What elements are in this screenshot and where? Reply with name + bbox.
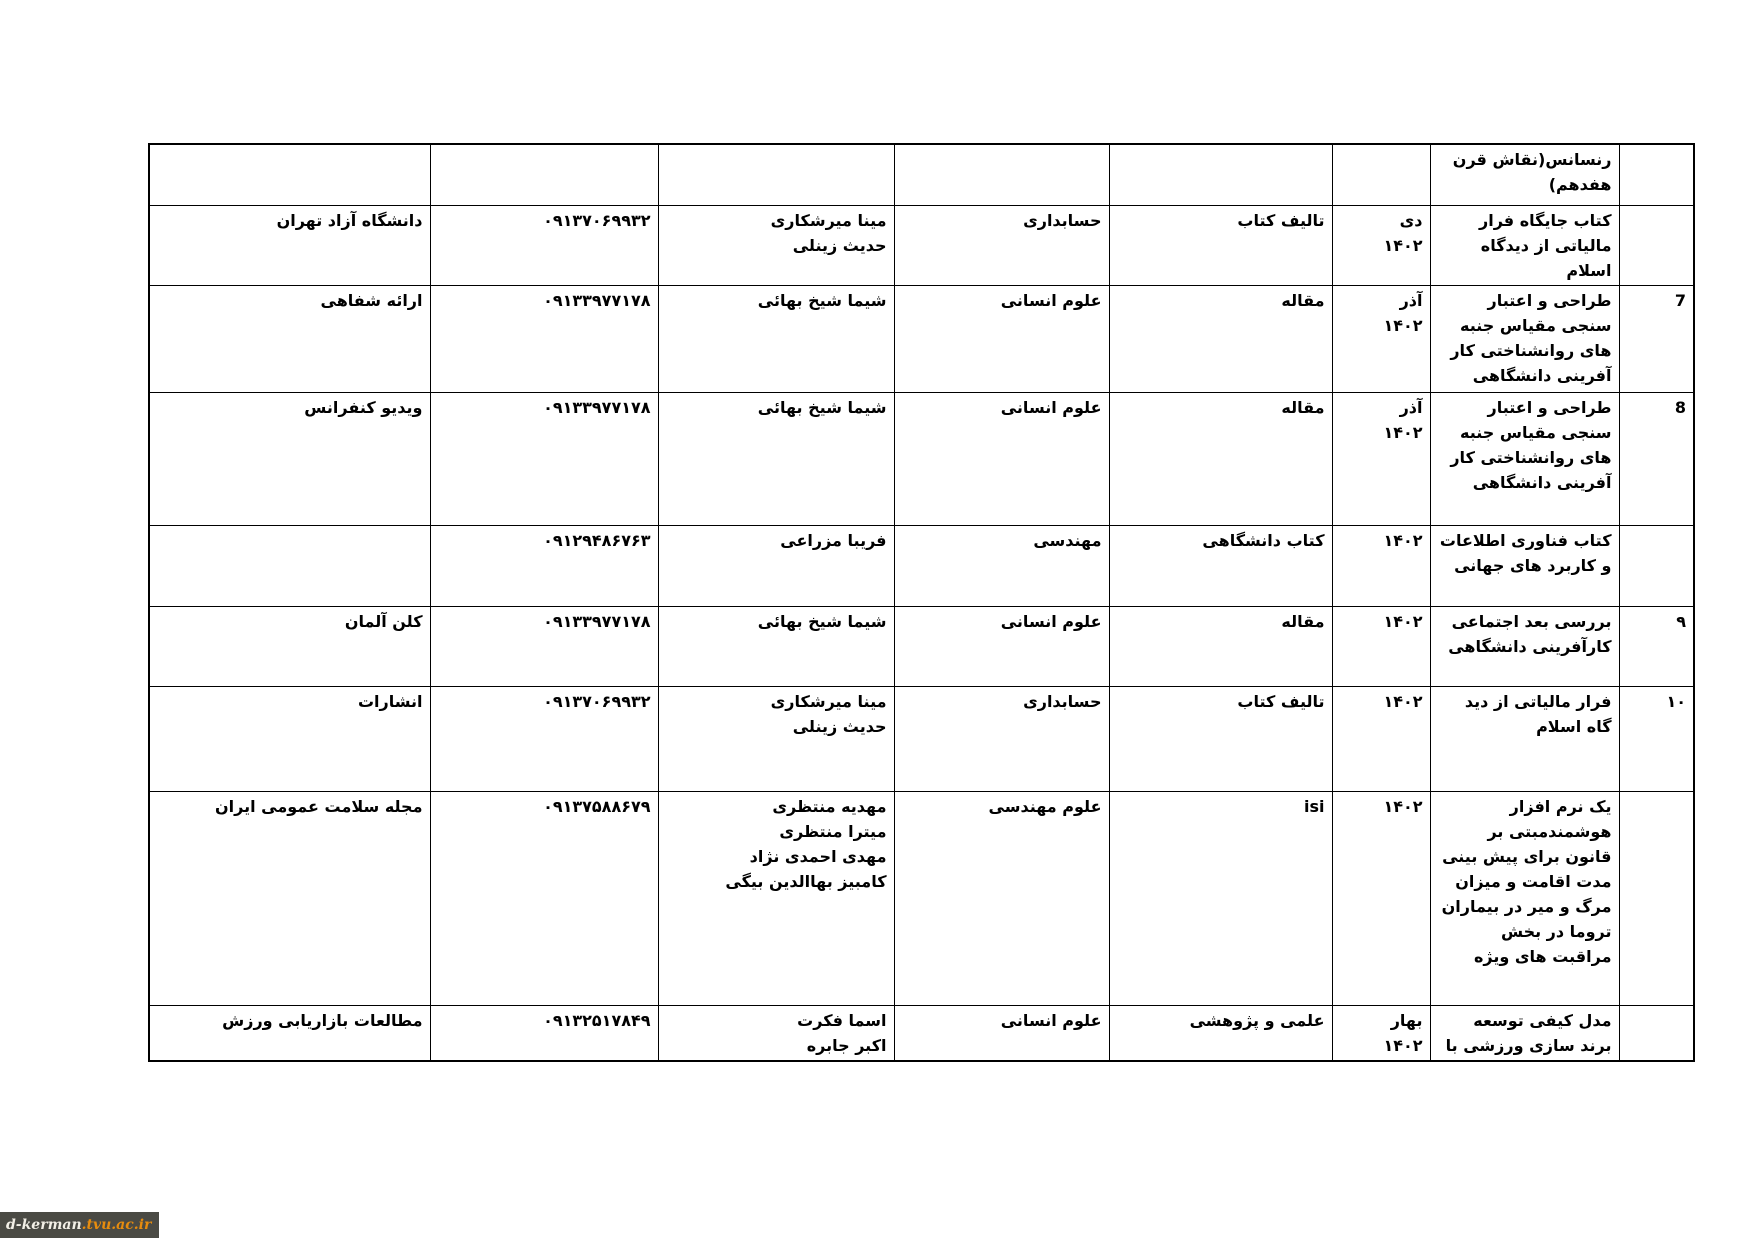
cell-row-number: ۱۰ xyxy=(1618,685,1695,792)
cell-field: علوم مهندسی xyxy=(893,790,1110,1006)
cell-venue: مطالعات بازاریابی ورزش xyxy=(148,1004,431,1061)
cell-phone: ۰۹۱۳۷۵۸۸۶۷۹ xyxy=(429,790,659,1006)
cell-type: isi xyxy=(1108,790,1333,1006)
cell-field: علوم انسانی xyxy=(893,605,1110,687)
cell-authors: شیما شیخ بهائی xyxy=(657,605,895,687)
cell-authors: شیما شیخ بهائی xyxy=(657,284,895,393)
cell-date: آذر ۱۴۰۲ xyxy=(1331,284,1431,393)
cell-phone: ۰۹۱۳۲۵۱۷۸۴۹ xyxy=(429,1004,659,1061)
cell-field xyxy=(893,143,1110,206)
cell-date: ۱۴۰۲ xyxy=(1331,685,1431,792)
cell-type: مقاله xyxy=(1108,391,1333,526)
cell-authors: مینا میرشکاری حدیث زینلی xyxy=(657,685,895,792)
cell-title: طراحی و اعتبار سنجی مقیاس جنبه های روانش… xyxy=(1429,284,1620,393)
cell-authors: اسما فکرت اکبر جابره xyxy=(657,1004,895,1061)
site-watermark-badge: d-kerman .tvu.ac.ir xyxy=(0,1212,160,1238)
publications-table: رنسانس(نقاش قرن هفدهم) کتاب جایگاه فرار … xyxy=(148,143,1695,1062)
cell-authors: شیما شیخ بهائی xyxy=(657,391,895,526)
cell-field: علوم انسانی xyxy=(893,1004,1110,1061)
cell-row-number: 8 xyxy=(1618,391,1695,526)
cell-row-number xyxy=(1618,204,1695,286)
cell-title: یک نرم افزار هوشمندمبتی بر قانون برای پی… xyxy=(1429,790,1620,1006)
cell-row-number: 7 xyxy=(1618,284,1695,393)
cell-date: بهار ۱۴۰۲ xyxy=(1331,1004,1431,1061)
cell-phone: ۰۹۱۳۳۹۷۷۱۷۸ xyxy=(429,605,659,687)
cell-type: تالیف کتاب xyxy=(1108,685,1333,792)
cell-title: مدل کیفی توسعه برند سازی ورزشی با xyxy=(1429,1004,1620,1061)
table-row: یک نرم افزار هوشمندمبتی بر قانون برای پی… xyxy=(148,790,1695,1006)
cell-phone: ۰۹۱۳۳۹۷۷۱۷۸ xyxy=(429,391,659,526)
cell-venue: دانشگاه آزاد تهران xyxy=(148,204,431,286)
cell-phone xyxy=(429,143,659,206)
cell-field: علوم انسانی xyxy=(893,284,1110,393)
cell-date: ۱۴۰۲ xyxy=(1331,524,1431,607)
cell-date: دی ۱۴۰۲ xyxy=(1331,204,1431,286)
cell-phone: ۰۹۱۲۹۴۸۶۷۶۳ xyxy=(429,524,659,607)
cell-field: حسابداری xyxy=(893,685,1110,792)
table-row: کتاب جایگاه فرار مالیاتی از دیدگاه اسلام… xyxy=(148,204,1695,286)
cell-title: طراحی و اعتبار سنجی مقیاس جنبه های روانش… xyxy=(1429,391,1620,526)
cell-field: مهندسی xyxy=(893,524,1110,607)
cell-authors: فریبا مزراعی xyxy=(657,524,895,607)
cell-row-number xyxy=(1618,524,1695,607)
cell-type: مقاله xyxy=(1108,605,1333,687)
cell-type xyxy=(1108,143,1333,206)
cell-title: کتاب فناوری اطلاعات و کاربرد های جهانی xyxy=(1429,524,1620,607)
table-row: مدل کیفی توسعه برند سازی ورزشی با بهار ۱… xyxy=(148,1004,1695,1061)
cell-title: بررسی بعد اجتماعی کارآفرینی دانشگاهی xyxy=(1429,605,1620,687)
cell-date: ۱۴۰۲ xyxy=(1331,605,1431,687)
cell-phone: ۰۹۱۳۷۰۶۹۹۳۲ xyxy=(429,685,659,792)
cell-title: فرار مالیاتی از دید گاه اسلام xyxy=(1429,685,1620,792)
table-row: 7 طراحی و اعتبار سنجی مقیاس جنبه های روا… xyxy=(148,284,1695,393)
cell-authors xyxy=(657,143,895,206)
cell-authors: مینا میرشکاری حدیث زینلی xyxy=(657,204,895,286)
cell-venue xyxy=(148,524,431,607)
table-row: ۹ بررسی بعد اجتماعی کارآفرینی دانشگاهی ۱… xyxy=(148,605,1695,687)
table-row: رنسانس(نقاش قرن هفدهم) xyxy=(148,143,1695,206)
cell-field: حسابداری xyxy=(893,204,1110,286)
cell-title: رنسانس(نقاش قرن هفدهم) xyxy=(1429,143,1620,206)
cell-venue: ویدیو کنفرانس xyxy=(148,391,431,526)
cell-phone: ۰۹۱۳۷۰۶۹۹۳۲ xyxy=(429,204,659,286)
cell-title: کتاب جایگاه فرار مالیاتی از دیدگاه اسلام xyxy=(1429,204,1620,286)
cell-row-number: ۹ xyxy=(1618,605,1695,687)
cell-field: علوم انسانی xyxy=(893,391,1110,526)
cell-venue: ارائه شفاهی xyxy=(148,284,431,393)
cell-type: مقاله xyxy=(1108,284,1333,393)
cell-date: آذر ۱۴۰۲ xyxy=(1331,391,1431,526)
table-row: کتاب فناوری اطلاعات و کاربرد های جهانی ۱… xyxy=(148,524,1695,607)
site-watermark-domain: .tvu.ac.ir xyxy=(81,1217,152,1233)
cell-row-number xyxy=(1618,143,1695,206)
cell-venue: مجله سلامت عمومی ایران xyxy=(148,790,431,1006)
cell-type: کتاب دانشگاهی xyxy=(1108,524,1333,607)
cell-venue: انشارات xyxy=(148,685,431,792)
cell-authors: مهدیه منتظری میترا منتظری مهدی احمدی نژا… xyxy=(657,790,895,1006)
cell-date xyxy=(1331,143,1431,206)
table-row: 8 طراحی و اعتبار سنجی مقیاس جنبه های روا… xyxy=(148,391,1695,526)
cell-type: تالیف کتاب xyxy=(1108,204,1333,286)
cell-row-number xyxy=(1618,790,1695,1006)
site-watermark-name: d-kerman xyxy=(6,1217,82,1233)
table-row: ۱۰ فرار مالیاتی از دید گاه اسلام ۱۴۰۲ تا… xyxy=(148,685,1695,792)
cell-phone: ۰۹۱۳۳۹۷۷۱۷۸ xyxy=(429,284,659,393)
cell-type: علمی و پژوهشی xyxy=(1108,1004,1333,1061)
cell-venue: کلن آلمان xyxy=(148,605,431,687)
cell-date: ۱۴۰۲ xyxy=(1331,790,1431,1006)
cell-row-number xyxy=(1618,1004,1695,1061)
cell-venue xyxy=(148,143,431,206)
